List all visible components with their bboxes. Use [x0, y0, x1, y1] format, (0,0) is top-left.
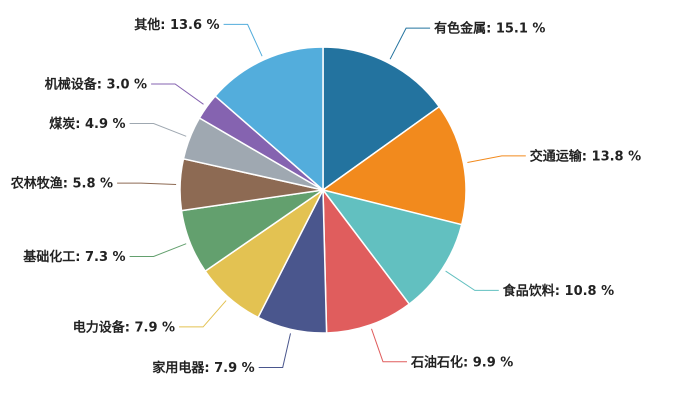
- leader-line-9: [151, 83, 204, 105]
- label-leader-lines: [117, 23, 526, 368]
- slice-labels: 有色金属: 15.1 % 交通运输: 13.8 % 食品饮料: 10.8 % 石油石化…: [10, 17, 641, 376]
- slice-label-0: 有色金属: 15.1 %: [434, 21, 545, 37]
- slice-label-9: 机械设备: 3.0 %: [45, 77, 147, 93]
- slice-label-10: 其他: 13.6 %: [134, 17, 219, 33]
- slice-label-5: 电力设备: 7.9 %: [73, 319, 175, 335]
- leader-line-2: [445, 270, 499, 291]
- leader-line-7: [117, 182, 177, 185]
- slice-0[interactable]: [322, 46, 441, 192]
- leader-line-1: [467, 155, 526, 163]
- leader-line-5: [179, 300, 227, 328]
- pie-slices: [179, 46, 467, 334]
- slice-label-7: 农林牧渔: 5.8 %: [10, 176, 113, 192]
- slice-label-4: 家用电器: 7.9 %: [152, 360, 254, 376]
- slice-label-6: 基础化工: 7.3 %: [22, 249, 125, 265]
- leader-line-0: [389, 27, 431, 60]
- leader-line-3: [371, 328, 407, 363]
- leader-line-10: [223, 23, 263, 57]
- leader-line-6: [129, 243, 187, 257]
- slice-label-8: 煤炭: 4.9 %: [49, 116, 125, 132]
- slice-3[interactable]: [322, 187, 411, 334]
- slice-1[interactable]: [321, 105, 467, 226]
- slice-2[interactable]: [321, 188, 463, 306]
- slice-label-1: 交通运输: 13.8 %: [530, 148, 641, 164]
- slice-10[interactable]: [214, 46, 324, 192]
- slice-label-3: 石油石化: 9.9 %: [410, 354, 513, 370]
- leader-line-4: [258, 333, 291, 368]
- slice-label-2: 食品饮料: 10.8 %: [503, 283, 614, 299]
- leader-line-8: [129, 123, 187, 137]
